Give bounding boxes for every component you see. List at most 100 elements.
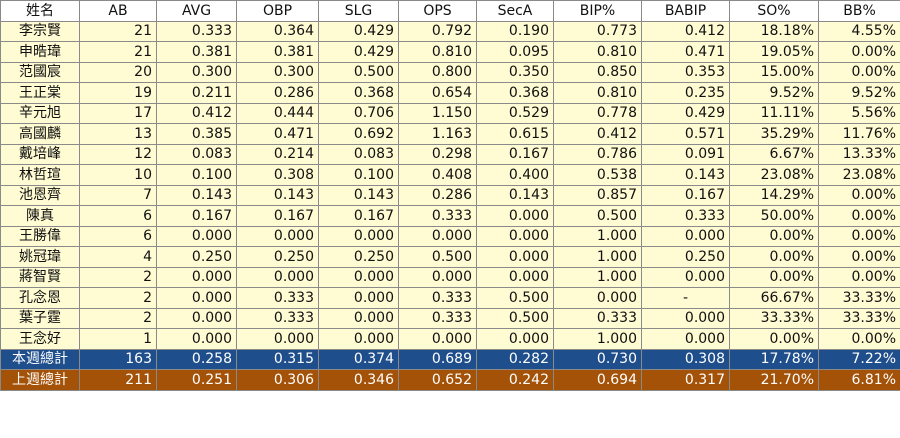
player-name-cell: 葉子霆: [0, 307, 80, 329]
total-cell-ab: 163: [79, 348, 157, 370]
stat-cell-slg: 0.083: [318, 143, 399, 165]
stat-cell-babip: 0.250: [641, 246, 730, 268]
table-row: 范國宸 20 0.300 0.300 0.500 0.800 0.350 0.850 0.353…: [0, 61, 900, 83]
stat-cell-slg: 0.000: [318, 287, 399, 309]
stat-cell-avg: 0.000: [156, 328, 237, 350]
stat-cell-bip-pct: 0.412: [553, 123, 642, 145]
stat-cell-ab: 12: [79, 143, 157, 165]
stat-cell-obp: 0.300: [236, 61, 319, 83]
total-cell-so-pct: 17.78%: [729, 348, 819, 370]
total-cell-slg: 0.346: [318, 369, 399, 391]
column-header-name: 姓名: [0, 0, 80, 22]
stat-cell-obp: 0.471: [236, 123, 319, 145]
column-header-seca: SecA: [476, 0, 554, 22]
stat-cell-babip: 0.167: [641, 184, 730, 206]
stat-cell-obp: 0.333: [236, 287, 319, 309]
stat-cell-avg: 0.143: [156, 184, 237, 206]
stat-cell-ops: 0.298: [398, 143, 477, 165]
stat-cell-so-pct: 0.00%: [729, 225, 819, 247]
stat-cell-slg: 0.692: [318, 123, 399, 145]
stat-cell-so-pct: 15.00%: [729, 61, 819, 83]
total-cell-bip-pct: 0.730: [553, 348, 642, 370]
total-cell-ab: 211: [79, 369, 157, 391]
stat-cell-babip: 0.429: [641, 102, 730, 124]
stat-cell-avg: 0.250: [156, 246, 237, 268]
stat-cell-ab: 10: [79, 164, 157, 186]
stat-cell-bip-pct: 1.000: [553, 225, 642, 247]
stat-cell-bip-pct: 0.810: [553, 82, 642, 104]
stat-cell-slg: 0.429: [318, 20, 399, 42]
total-cell-so-pct: 21.70%: [729, 369, 819, 391]
stat-cell-ops: 0.000: [398, 266, 477, 288]
table-row: 高國麟 13 0.385 0.471 0.692 1.163 0.615 0.412 0.571…: [0, 123, 900, 145]
player-name-cell: 王念好: [0, 328, 80, 350]
stat-cell-ops: 0.333: [398, 287, 477, 309]
column-header-slg: SLG: [318, 0, 399, 22]
stat-cell-obp: 0.000: [236, 328, 319, 350]
stat-cell-seca: 0.167: [476, 143, 554, 165]
stat-cell-so-pct: 66.67%: [729, 287, 819, 309]
stat-cell-bb-pct: 0.00%: [818, 246, 900, 268]
stat-cell-avg: 0.000: [156, 225, 237, 247]
total-label-cell: 上週總計: [0, 369, 80, 391]
table-row: 李宗賢 21 0.333 0.364 0.429 0.792 0.190 0.773 0.412…: [0, 20, 900, 42]
header-row: 姓名 AB AVG OBP SLG OPS SecA BIP% BABIP SO% BB%: [0, 0, 900, 22]
stat-cell-ab: 2: [79, 287, 157, 309]
stat-cell-bb-pct: 23.08%: [818, 164, 900, 186]
stat-cell-bip-pct: 1.000: [553, 266, 642, 288]
stat-cell-obp: 0.444: [236, 102, 319, 124]
stat-cell-avg: 0.000: [156, 287, 237, 309]
column-header-avg: AVG: [156, 0, 237, 22]
table-row: 王念好 1 0.000 0.000 0.000 0.000 0.000 1.000 0.000 0…: [0, 328, 900, 350]
stat-cell-seca: 0.500: [476, 287, 554, 309]
stat-cell-obp: 0.000: [236, 266, 319, 288]
stat-cell-bip-pct: 0.778: [553, 102, 642, 124]
total-cell-seca: 0.282: [476, 348, 554, 370]
stat-cell-slg: 0.000: [318, 307, 399, 329]
stat-cell-babip: 0.235: [641, 82, 730, 104]
total-row-last-week: 上週總計 211 0.251 0.306 0.346 0.652 0.242 0.694 0.3…: [0, 369, 900, 391]
stat-cell-ops: 0.800: [398, 61, 477, 83]
stat-cell-bip-pct: 0.857: [553, 184, 642, 206]
stat-cell-bip-pct: 0.786: [553, 143, 642, 165]
column-header-bip-pct: BIP%: [553, 0, 642, 22]
table-body: 李宗賢 21 0.333 0.364 0.429 0.792 0.190 0.773 0.412…: [0, 20, 900, 391]
table-row: 孔念恩 2 0.000 0.333 0.000 0.333 0.500 0.000-66.67…: [0, 287, 900, 309]
player-name-cell: 王勝偉: [0, 225, 80, 247]
total-cell-slg: 0.374: [318, 348, 399, 370]
stat-cell-bb-pct: 0.00%: [818, 205, 900, 227]
stat-cell-obp: 0.214: [236, 143, 319, 165]
stat-cell-so-pct: 0.00%: [729, 246, 819, 268]
stat-cell-so-pct: 33.33%: [729, 307, 819, 329]
stat-cell-slg: 0.429: [318, 41, 399, 63]
stat-cell-so-pct: 50.00%: [729, 205, 819, 227]
stat-cell-so-pct: 9.52%: [729, 82, 819, 104]
stat-cell-seca: 0.095: [476, 41, 554, 63]
stat-cell-ab: 21: [79, 20, 157, 42]
total-row-this-week: 本週總計 163 0.258 0.315 0.374 0.689 0.282 0.730 0.3…: [0, 348, 900, 370]
stat-cell-ab: 21: [79, 41, 157, 63]
player-name-cell: 李宗賢: [0, 20, 80, 42]
stat-cell-slg: 0.368: [318, 82, 399, 104]
stat-cell-ab: 20: [79, 61, 157, 83]
stat-cell-bip-pct: 1.000: [553, 328, 642, 350]
stat-cell-avg: 0.333: [156, 20, 237, 42]
batting-stats-table: 姓名 AB AVG OBP SLG OPS SecA BIP% BABIP SO% BB% 李宗賢 2…: [0, 0, 900, 391]
player-name-cell: 戴培峰: [0, 143, 80, 165]
player-name-cell: 林哲瑄: [0, 164, 80, 186]
stat-cell-so-pct: 0.00%: [729, 266, 819, 288]
stat-cell-ops: 0.408: [398, 164, 477, 186]
stat-cell-bb-pct: 0.00%: [818, 184, 900, 206]
stat-cell-ab: 19: [79, 82, 157, 104]
stat-cell-ab: 2: [79, 307, 157, 329]
column-header-bb-pct: BB%: [818, 0, 900, 22]
stat-cell-bb-pct: 9.52%: [818, 82, 900, 104]
player-name-cell: 姚冠瑋: [0, 246, 80, 268]
stat-cell-bip-pct: 1.000: [553, 246, 642, 268]
stat-cell-obp: 0.333: [236, 307, 319, 329]
stat-cell-so-pct: 23.08%: [729, 164, 819, 186]
stat-cell-so-pct: 18.18%: [729, 20, 819, 42]
table-row: 蔣智賢 2 0.000 0.000 0.000 0.000 0.000 1.000 0.000 0…: [0, 266, 900, 288]
stat-cell-babip: 0.000: [641, 266, 730, 288]
column-header-obp: OBP: [236, 0, 319, 22]
